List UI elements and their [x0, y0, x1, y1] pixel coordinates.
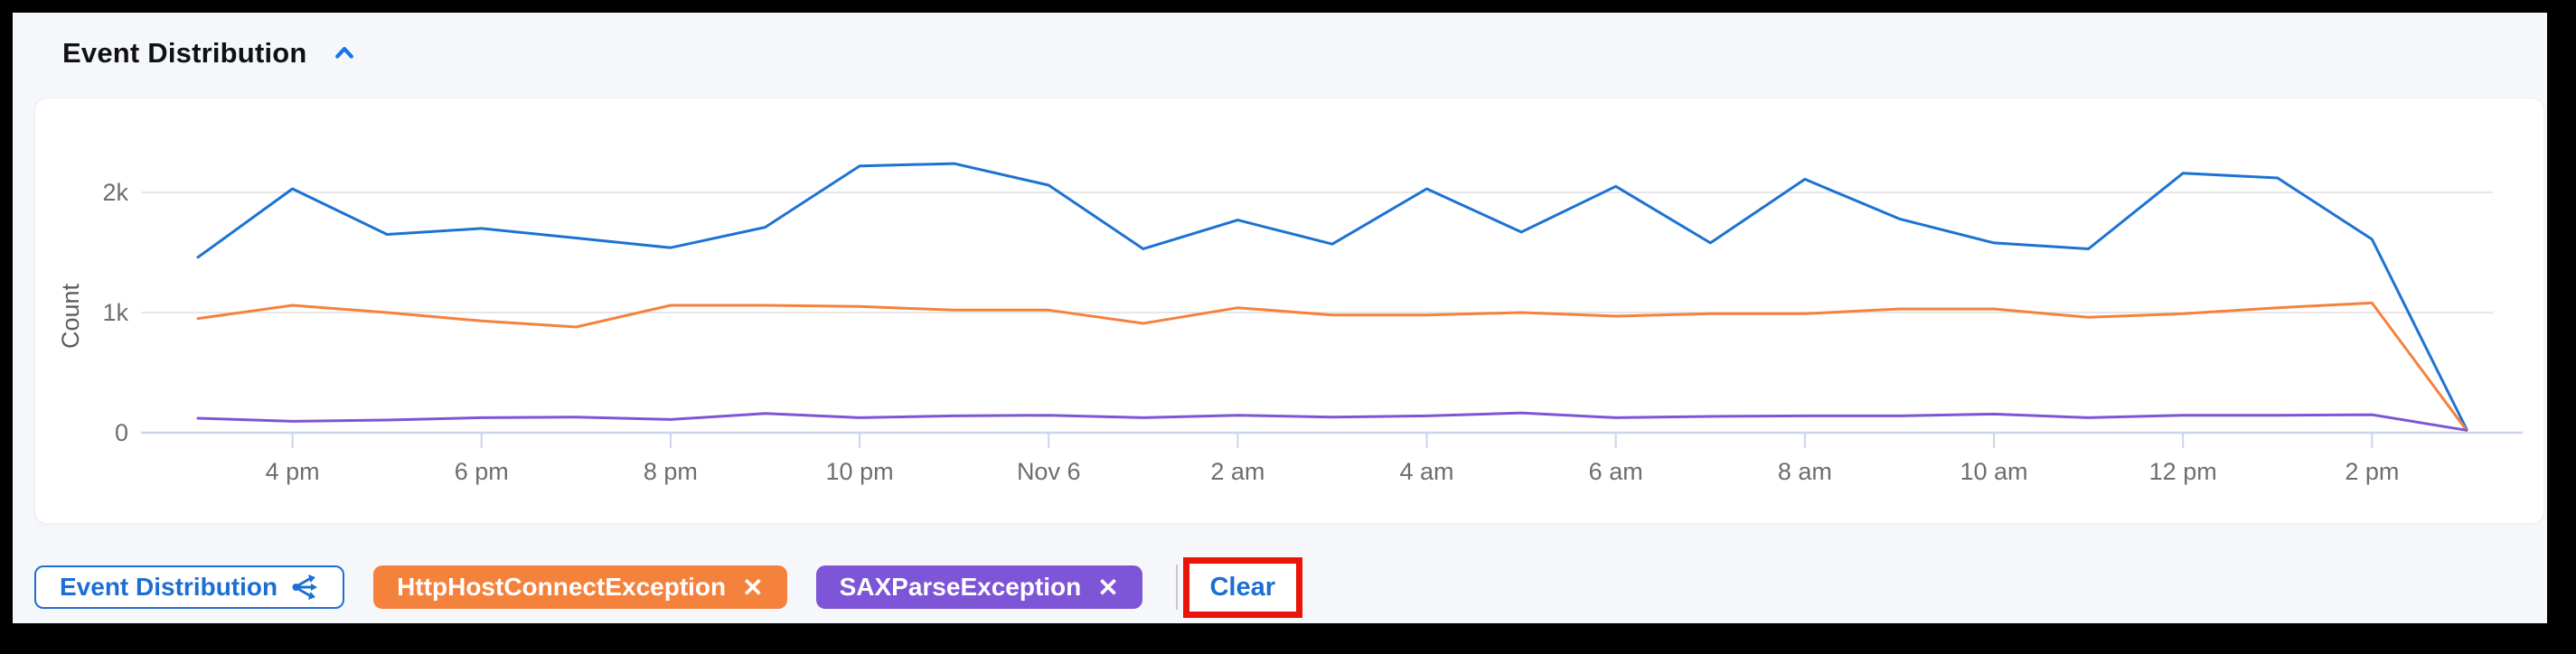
filter-chip-httphostconnectexception[interactable]: HttpHostConnectException ✕ — [373, 565, 787, 609]
remove-filter-icon[interactable]: ✕ — [742, 573, 764, 602]
app-viewport: Event Distribution 0 1k 2k 4 pm 6 pm 8 pm 10 p… — [13, 13, 2547, 623]
event-distribution-line-chart: 0 1k 2k 4 pm 6 pm 8 pm 10 pm Nov 6 2 am 4 am 6 am 8… — [57, 162, 2523, 485]
annotation-highlight-box: Clear — [1182, 556, 1302, 618]
filter-chips-row: Event Distribution HttpHostConnectExcept… — [34, 556, 1302, 618]
clear-filters-link[interactable]: Clear — [1209, 572, 1275, 602]
share-icon — [292, 575, 318, 600]
filter-chip-saxparseexception[interactable]: SAXParseException ✕ — [815, 565, 1142, 609]
y-axis-title: Count — [57, 283, 84, 349]
chart-chip-label: Event Distribution — [60, 573, 278, 601]
page-title: Event Distribution — [62, 37, 307, 69]
filter-chip-label: HttpHostConnectException — [397, 573, 727, 601]
x-tick-label: 10 pm — [826, 458, 894, 485]
x-tick-label: 8 am — [1778, 458, 1832, 485]
y-tick-label: 2k — [102, 179, 128, 206]
collapse-section-button[interactable] — [327, 36, 362, 70]
vertical-divider — [1175, 565, 1178, 610]
x-tick-label: 12 pm — [2149, 458, 2217, 485]
x-tick-label: 8 pm — [644, 458, 698, 485]
x-tick-label: 4 pm — [266, 458, 320, 485]
filter-chip-label: SAXParseException — [839, 573, 1082, 601]
y-tick-label: 1k — [102, 299, 128, 326]
x-tick-label: 2 pm — [2345, 458, 2399, 485]
x-tick-label: 6 pm — [455, 458, 509, 485]
x-tick-label: 10 am — [1960, 458, 2027, 485]
x-tick-label: 6 am — [1589, 458, 1643, 485]
remove-filter-icon[interactable]: ✕ — [1097, 573, 1119, 602]
chart-line-unlabeled-blue-series — [196, 162, 2468, 431]
chevron-up-icon — [334, 46, 353, 59]
chart-line-SAXParseException — [196, 411, 2468, 432]
x-tick-label: 4 am — [1400, 458, 1454, 485]
x-tick-label: Nov 6 — [1017, 458, 1081, 485]
chart-line-HttpHostConnectException — [196, 301, 2468, 432]
event-distribution-panel: 0 1k 2k 4 pm 6 pm 8 pm 10 pm Nov 6 2 am 4 am 6 am 8… — [34, 98, 2544, 524]
event-distribution-chart-chip[interactable]: Event Distribution — [34, 565, 345, 609]
section-header: Event Distribution — [62, 36, 362, 70]
y-tick-label: 0 — [115, 419, 128, 446]
x-tick-label: 2 am — [1210, 458, 1264, 485]
